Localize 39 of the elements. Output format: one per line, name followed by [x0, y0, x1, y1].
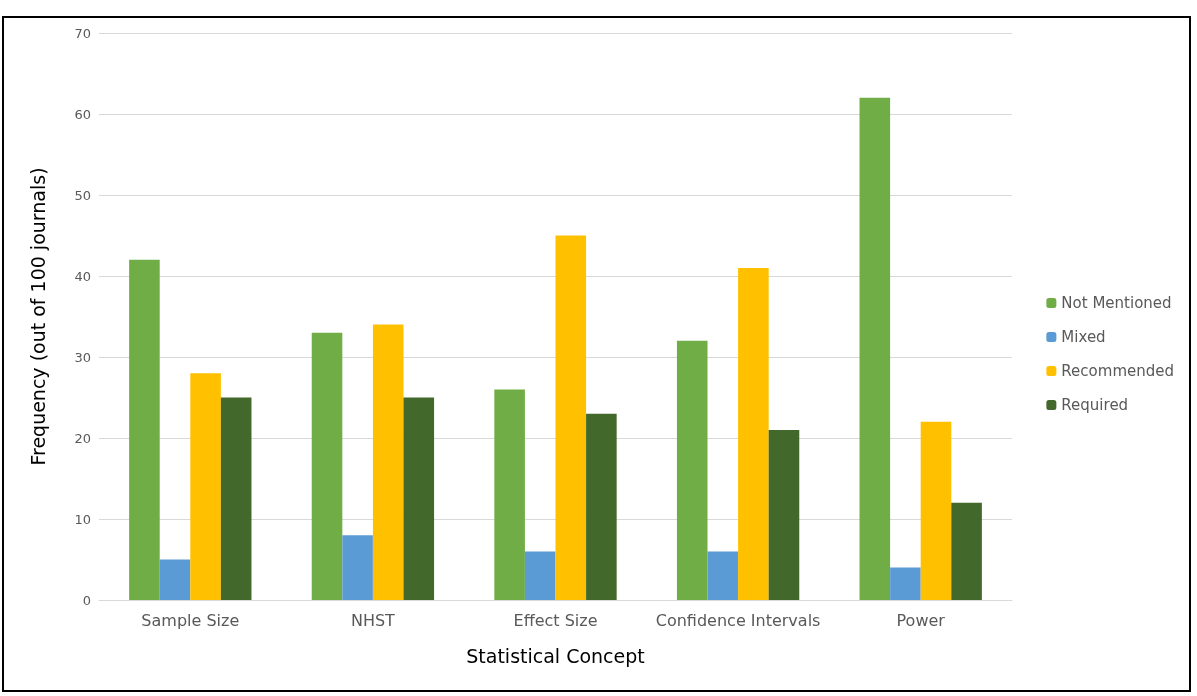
- bar: [372, 324, 404, 600]
- x-tick-label: Effect Size: [513, 610, 598, 630]
- bar: [920, 421, 952, 600]
- bar: [555, 235, 587, 600]
- bar: [129, 259, 160, 600]
- bar: [159, 559, 191, 600]
- bar: [890, 567, 921, 600]
- y-tick-label: 30: [74, 349, 91, 365]
- legend-label: Required: [1061, 396, 1129, 414]
- bar: [524, 551, 556, 600]
- bar: [403, 397, 435, 600]
- y-tick-label: 70: [74, 25, 91, 41]
- bar: [494, 389, 525, 600]
- y-tick-label: 50: [74, 187, 91, 203]
- x-tick-label: Confidence Intervals: [655, 610, 821, 630]
- legend-label: Mixed: [1061, 328, 1106, 346]
- x-tick-label: NHST: [350, 610, 396, 630]
- y-axis-title: Frequency (out of 100 journals): [26, 167, 49, 466]
- legend-label: Recommended: [1061, 362, 1175, 380]
- x-tick-label: Sample Size: [141, 610, 240, 630]
- bar: [586, 413, 617, 600]
- bar: [342, 535, 373, 600]
- legend-label: Not Mentioned: [1061, 294, 1172, 312]
- y-tick-label: 10: [74, 511, 91, 527]
- x-axis-title: Statistical Concept: [466, 644, 645, 667]
- bar: [859, 97, 891, 600]
- bar: [738, 267, 769, 600]
- bar: [190, 373, 221, 600]
- bar: [311, 332, 343, 600]
- y-tick-label: 20: [74, 430, 91, 446]
- y-tick-label: 40: [74, 268, 91, 284]
- x-tick-label: Power: [896, 610, 946, 630]
- bar: [707, 551, 739, 600]
- y-tick-label: 60: [74, 106, 91, 122]
- bar: [951, 502, 982, 600]
- bar: [768, 429, 800, 600]
- y-tick-label: 0: [82, 592, 91, 608]
- bar: [220, 397, 252, 600]
- bar: [676, 340, 708, 600]
